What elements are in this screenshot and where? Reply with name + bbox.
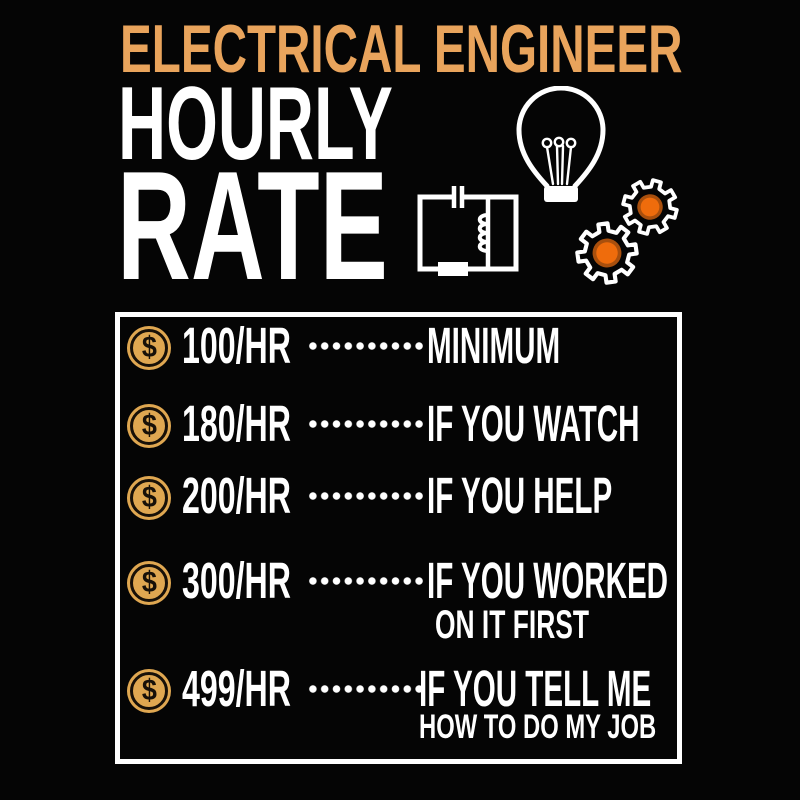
rate-amount: 200/HR: [182, 467, 291, 524]
rate-condition: IF YOU WORKED ON IT FIRST: [427, 552, 800, 648]
leader-dots: [307, 661, 425, 717]
rate-condition-line1: IF YOU WATCH: [427, 395, 640, 452]
rate-condition: IF YOU HELP: [427, 468, 746, 524]
dollar-coin-icon: $: [127, 404, 171, 448]
rate-condition-line1: IF YOU HELP: [427, 467, 613, 524]
leader-dots: [307, 396, 425, 452]
rate-condition: IF YOU TELL ME HOW TO DO MY JOB: [419, 661, 800, 747]
dollar-coin-center: $: [130, 672, 168, 710]
headline-rate: RATE: [117, 139, 388, 312]
dollar-coin-center: $: [130, 564, 168, 602]
dollar-coin-icon: $: [127, 326, 171, 370]
dollar-coin-center: $: [130, 479, 168, 517]
rate-condition-line1: MINIMUM: [427, 317, 561, 374]
leader-dots: [307, 553, 425, 609]
dollar-symbol: $: [141, 481, 157, 514]
rate-condition: MINIMUM: [427, 318, 656, 374]
dollar-symbol: $: [141, 331, 157, 364]
dollar-coin-center: $: [130, 407, 168, 445]
rate-condition-line2: HOW TO DO MY JOB: [419, 708, 657, 746]
dollar-coin-center: $: [130, 329, 168, 367]
rate-condition: IF YOU WATCH: [427, 396, 793, 452]
rate-amount: 180/HR: [182, 395, 291, 452]
dollar-coin-icon: $: [127, 669, 171, 713]
rate-condition-line2: ON IT FIRST: [435, 603, 589, 647]
rate-amount: 300/HR: [182, 552, 291, 609]
gear-icon: [575, 221, 639, 285]
dollar-symbol: $: [141, 674, 157, 707]
leader-dots: [307, 468, 425, 524]
dollar-coin-icon: $: [127, 561, 171, 605]
dollar-coin-icon: $: [127, 476, 171, 520]
poster-title: ELECTRICAL ENGINEER: [120, 11, 683, 87]
rate-amount: 100/HR: [182, 317, 291, 374]
rate-list-box: [115, 312, 682, 764]
rate-amount: 499/HR: [182, 660, 291, 717]
rate-condition-line1: IF YOU WORKED: [427, 552, 669, 609]
dollar-symbol: $: [141, 566, 157, 599]
lightbulb-icon: [516, 86, 606, 202]
dollar-symbol: $: [141, 409, 157, 442]
rate-condition-line1: IF YOU TELL ME: [419, 660, 652, 717]
gear-icon: [621, 178, 679, 236]
leader-dots: [307, 318, 425, 374]
circuit-loop-icon: [417, 186, 519, 276]
headline-hourly: HOURLY: [118, 66, 393, 182]
